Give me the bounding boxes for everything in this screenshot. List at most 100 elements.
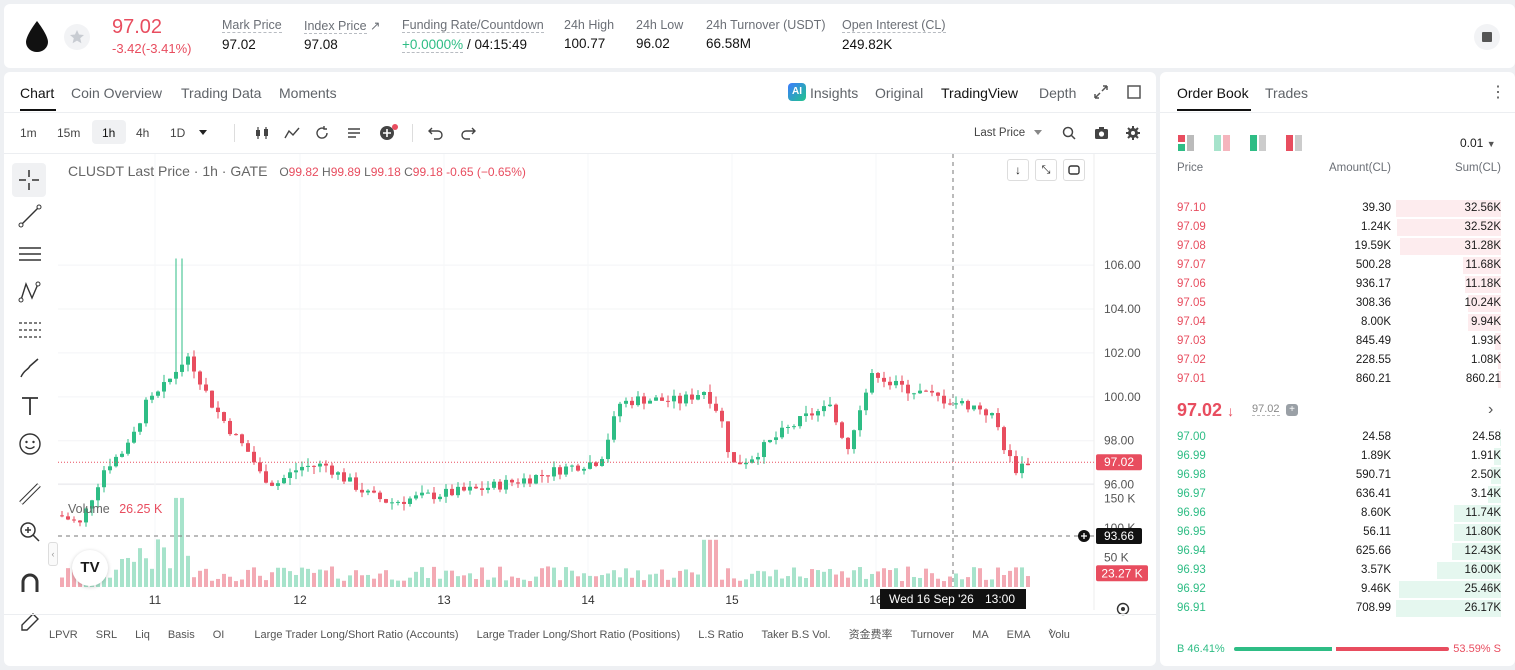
favorite-star-icon[interactable] xyxy=(64,24,90,50)
order-row[interactable]: 96.96 8.60K 11.74K xyxy=(1160,505,1515,522)
indicator-tab[interactable]: Volu xyxy=(1048,629,1070,641)
order-row[interactable]: 97.06 936.17 11.18K xyxy=(1160,276,1515,293)
tab-trades[interactable]: Trades xyxy=(1265,85,1309,101)
indicator-tab[interactable]: Liq xyxy=(135,629,150,641)
order-amount: 636.41 xyxy=(1355,488,1391,500)
order-row[interactable]: 96.94 625.66 12.43K xyxy=(1160,543,1515,560)
trend-line-icon[interactable] xyxy=(18,204,42,228)
layout-bids-icon[interactable] xyxy=(1250,135,1268,151)
search-icon[interactable] xyxy=(1062,126,1076,140)
text-tool-icon[interactable] xyxy=(18,394,42,418)
candle-body xyxy=(594,462,598,466)
order-row[interactable]: 97.00 24.58 24.58 xyxy=(1160,429,1515,446)
candle-body xyxy=(846,437,850,450)
order-row[interactable]: 96.93 3.57K 16.00K xyxy=(1160,562,1515,579)
zoom-in-icon[interactable] xyxy=(18,520,42,544)
collapse-toolbar-button[interactable]: ‹ xyxy=(48,542,58,566)
pattern-icon[interactable] xyxy=(18,280,42,304)
indicator-tab[interactable]: SRL xyxy=(95,629,118,641)
indicator-tab[interactable]: Basis xyxy=(167,629,195,641)
order-row[interactable]: 96.95 56.11 11.80K xyxy=(1160,524,1515,541)
expand-icon[interactable] xyxy=(1094,85,1108,99)
tab-chart[interactable]: Chart xyxy=(20,85,55,101)
chevron-down-icon[interactable] xyxy=(198,129,208,137)
horizontal-lines-icon[interactable] xyxy=(18,242,42,266)
chevron-right-icon[interactable]: › xyxy=(1488,401,1494,418)
order-row[interactable]: 97.10 39.30 32.56K xyxy=(1160,200,1515,217)
camera-icon[interactable] xyxy=(1094,126,1109,140)
indicator-tab[interactable]: L.S Ratio xyxy=(698,629,744,641)
fib-icon[interactable] xyxy=(18,318,42,342)
emoji-icon[interactable] xyxy=(18,432,42,456)
layout-compare-icon[interactable] xyxy=(1214,135,1232,151)
order-row[interactable]: 96.97 636.41 3.14K xyxy=(1160,486,1515,503)
indicator-tab[interactable]: OI xyxy=(212,629,225,641)
order-row[interactable]: 96.98 590.71 2.50K xyxy=(1160,467,1515,484)
ruler-icon[interactable] xyxy=(18,482,42,506)
indicator-tab[interactable]: Turnover xyxy=(910,629,955,641)
pencil-lock-icon[interactable] xyxy=(18,610,42,634)
stat-index-price[interactable]: Index Price ↗ 97.08 xyxy=(304,19,381,52)
candle-body xyxy=(882,377,886,382)
order-row[interactable]: 97.01 860.21 860.21 xyxy=(1160,371,1515,388)
order-row[interactable]: 97.04 8.00K 9.94K xyxy=(1160,314,1515,331)
view-original[interactable]: Original xyxy=(875,85,924,101)
collapse-icon[interactable]: ⤡ xyxy=(1035,159,1057,181)
add-indicator-icon[interactable] xyxy=(379,123,399,141)
order-row[interactable]: 97.08 19.59K 31.28K xyxy=(1160,238,1515,255)
volume-bar xyxy=(366,574,370,587)
order-row[interactable]: 97.05 308.36 10.24K xyxy=(1160,295,1515,312)
indicator-tab[interactable]: MA xyxy=(972,629,989,641)
tab-coin-overview[interactable]: Coin Overview xyxy=(71,85,163,101)
price-source-select[interactable]: Last Price xyxy=(974,127,1026,139)
interval-1m[interactable]: 1m xyxy=(20,126,37,140)
fullscreen-icon[interactable] xyxy=(1063,159,1085,181)
interval-1h[interactable]: 1h xyxy=(102,126,116,140)
view-tradingview[interactable]: TradingView xyxy=(941,85,1019,101)
interval-4h[interactable]: 4h xyxy=(136,126,150,140)
indicator-tab[interactable]: EMA xyxy=(1006,629,1031,641)
brush-icon[interactable] xyxy=(18,356,42,380)
order-row[interactable]: 97.03 845.49 1.93K xyxy=(1160,333,1515,350)
indicator-tab[interactable]: Large Trader Long/Short Ratio (Accounts) xyxy=(254,629,459,641)
more-menu-icon[interactable]: ⋮ xyxy=(1490,84,1506,101)
indicator-tab[interactable]: Taker B.S Vol. xyxy=(761,629,831,641)
layout-both-icon[interactable] xyxy=(1178,135,1196,151)
tab-moments[interactable]: Moments xyxy=(279,85,337,101)
layout-asks-icon[interactable] xyxy=(1286,135,1304,151)
order-row[interactable]: 96.91 708.99 26.17K xyxy=(1160,600,1515,617)
interval-15m[interactable]: 15m xyxy=(57,126,81,140)
order-row[interactable]: 97.02 228.55 1.08K xyxy=(1160,352,1515,369)
tab-trading-data[interactable]: Trading Data xyxy=(181,85,262,101)
indicator-tab[interactable]: 资金费率 xyxy=(848,629,893,641)
order-row[interactable]: 96.92 9.46K 25.46K xyxy=(1160,581,1515,598)
settings-gear-icon[interactable] xyxy=(1126,126,1140,140)
window-icon[interactable] xyxy=(1127,85,1141,99)
interval-1d[interactable]: 1D xyxy=(170,126,186,140)
tab-order-book[interactable]: Order Book xyxy=(1177,85,1249,101)
mark-price: 97.02 xyxy=(1252,403,1280,416)
crosshair-tool[interactable] xyxy=(12,163,46,197)
indicator-tab[interactable]: LPVR xyxy=(49,629,78,641)
book-icon[interactable] xyxy=(1474,24,1500,50)
indicator-tab[interactable]: Large Trader Long/Short Ratio (Positions… xyxy=(476,629,681,641)
list-icon[interactable] xyxy=(347,126,363,140)
chevron-down-icon[interactable] xyxy=(1034,130,1042,136)
indicators-icon[interactable] xyxy=(284,126,300,140)
order-row[interactable]: 97.07 500.28 11.68K xyxy=(1160,257,1515,274)
candles-icon[interactable] xyxy=(254,126,270,140)
view-depth[interactable]: Depth xyxy=(1039,85,1077,101)
order-sum: 860.21 xyxy=(1465,373,1501,385)
chevron-right-icon[interactable]: › xyxy=(1049,623,1054,638)
candle-body xyxy=(396,501,400,503)
scroll-down-button[interactable]: ↓ xyxy=(1007,159,1029,181)
undo-icon[interactable] xyxy=(428,126,444,140)
redo-icon[interactable] xyxy=(460,126,476,140)
precision-select[interactable]: 0.01 ▼ xyxy=(1460,136,1496,150)
view-insights[interactable]: Insights xyxy=(810,85,859,101)
magnet-icon[interactable] xyxy=(18,572,42,596)
order-row[interactable]: 97.09 1.24K 32.52K xyxy=(1160,219,1515,236)
refresh-icon[interactable] xyxy=(314,125,330,141)
order-row[interactable]: 96.99 1.89K 1.91K xyxy=(1160,448,1515,465)
